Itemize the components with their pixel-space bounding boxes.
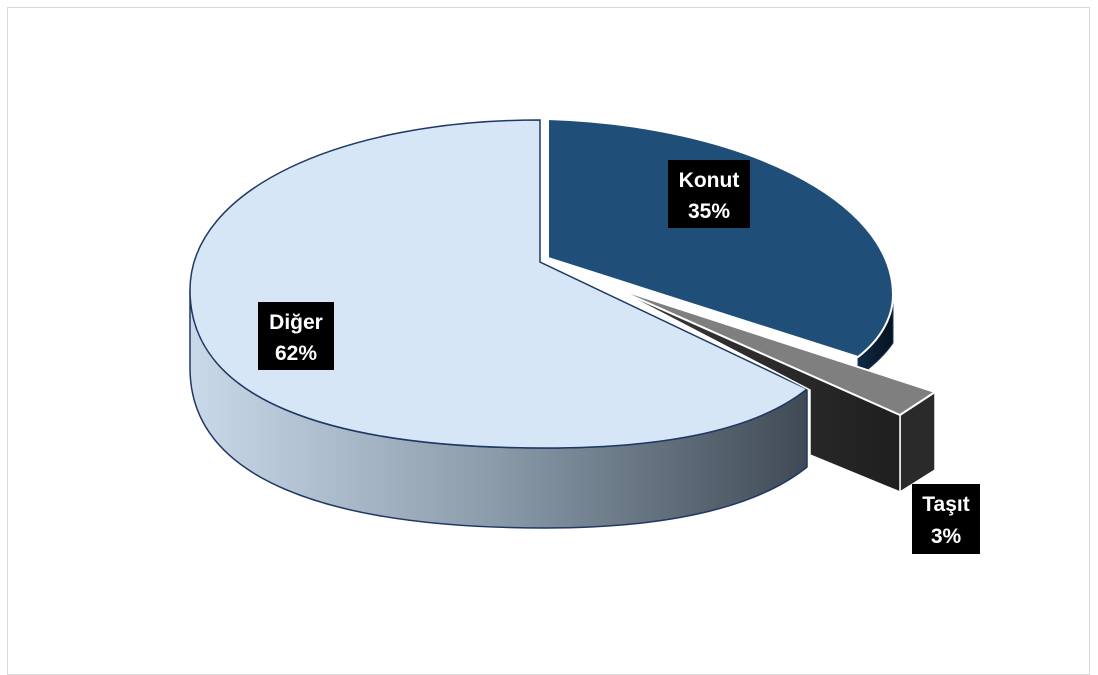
label-konut-name: Konut bbox=[679, 169, 740, 192]
label-tasit-percent: 3% bbox=[931, 525, 962, 548]
slice-konut bbox=[547, 117, 895, 359]
data-label-konut: Konut 35% bbox=[668, 160, 750, 228]
label-diger-name: Diğer bbox=[269, 311, 323, 334]
data-label-tasit: Taşıt 3% bbox=[912, 484, 980, 554]
data-label-diger: Diğer 62% bbox=[258, 302, 334, 370]
label-diger-percent: 62% bbox=[275, 342, 317, 365]
slice-tasit bbox=[611, 286, 938, 417]
label-konut-percent: 35% bbox=[688, 200, 730, 223]
label-tasit-name: Taşıt bbox=[922, 493, 969, 516]
slice-diger bbox=[189, 119, 809, 449]
